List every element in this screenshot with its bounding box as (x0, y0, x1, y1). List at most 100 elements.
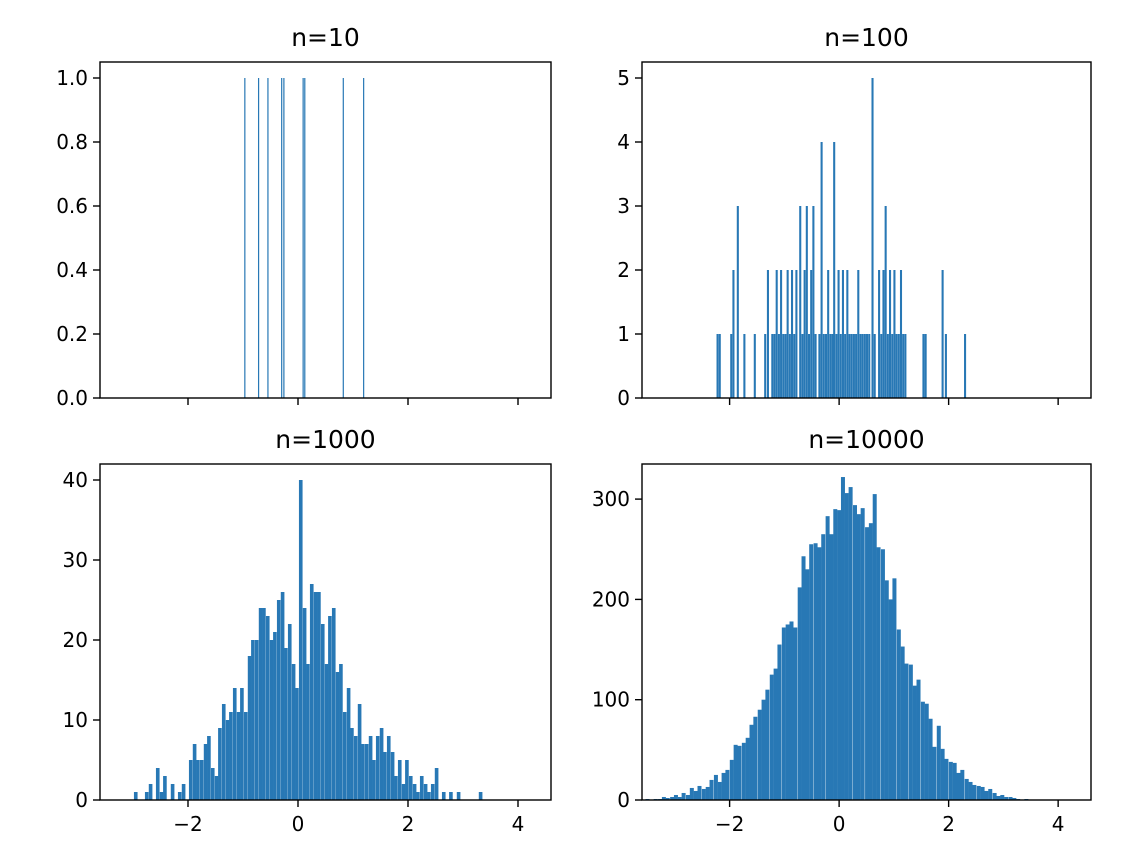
bar-n1000-19 (225, 720, 230, 800)
bar-n100-15 (784, 334, 787, 398)
bar-n10000-85 (984, 790, 989, 800)
bars-n1000 (133, 480, 483, 800)
bar-n1000-72 (419, 776, 424, 800)
bar-n10000-64 (900, 646, 905, 800)
y-tick-label-n10-3: 0.6 (56, 194, 88, 218)
bar-n10000-45 (825, 516, 830, 800)
bar-n10-8 (363, 78, 365, 398)
bar-n100-28 (814, 334, 817, 398)
bar-n10000-5 (665, 797, 670, 800)
bar-n10000-69 (920, 701, 925, 800)
bar-n10000-66 (908, 664, 913, 800)
bar-n100-35 (831, 334, 834, 398)
bar-n100-18 (790, 270, 794, 398)
bar-n100-69 (924, 334, 927, 398)
bar-n1000-49 (335, 672, 340, 800)
bar-n10000-37 (793, 627, 798, 800)
bar-n100-37 (835, 334, 838, 398)
chart-title-n10000: n=10000 (808, 425, 924, 454)
bar-n10000-91 (1008, 796, 1013, 800)
bar-n10000-81 (968, 781, 973, 800)
bar-n100-27 (812, 206, 815, 398)
y-tick-label-n1000-0: 0 (75, 788, 88, 812)
histogram-panel-n100: n=100 0 1 2 3 4 5 (617, 23, 1092, 410)
bar-n100-72 (964, 334, 967, 398)
bar-n1000-45 (320, 624, 325, 800)
bar-n100-30 (820, 142, 823, 398)
bar-n1000-32 (273, 632, 277, 800)
bars-n100 (716, 78, 967, 398)
bar-n1000-28 (258, 608, 263, 800)
y-tick-label-n1000-4: 40 (63, 468, 88, 492)
bar-n10000-30 (765, 689, 770, 800)
bar-n10000-42 (813, 543, 818, 800)
bar-n100-4 (736, 206, 739, 398)
bar-n1000-1 (144, 792, 149, 800)
bar-n1000-22 (236, 712, 241, 800)
bar-n10000-17 (713, 774, 718, 800)
bar-n10000-63 (896, 629, 901, 800)
bar-n100-59 (886, 334, 889, 398)
x-tick-label-n1000-3: 4 (512, 812, 525, 836)
x-tick-label-n1000-1: 0 (292, 812, 305, 836)
bar-n10000-7 (673, 794, 678, 800)
bar-n1000-2 (148, 784, 153, 800)
bar-n100-48 (859, 334, 862, 398)
bar-n100-52 (868, 334, 871, 398)
bar-n100-9 (771, 334, 774, 398)
bar-n10000-29 (761, 699, 766, 800)
bar-n10000-36 (789, 621, 794, 800)
chart-title-n100: n=100 (824, 23, 909, 52)
bar-n10000-19 (721, 772, 726, 800)
x-tick-label-n10000-3: 4 (1052, 812, 1065, 836)
bar-n100-54 (873, 334, 876, 398)
bar-n100-68 (922, 334, 925, 398)
bar-n10000-86 (988, 788, 993, 800)
bar-n10000-71 (928, 718, 933, 800)
y-tick-label-n1000-2: 20 (63, 628, 88, 652)
x-tick-label-n10000-1: 0 (833, 812, 846, 836)
bar-n100-31 (822, 334, 825, 398)
bar-n1000-21 (232, 688, 237, 800)
bar-n1000-56 (361, 744, 365, 800)
bar-n10000-24 (741, 742, 746, 800)
bar-n1000-14 (207, 736, 211, 800)
y-tick-label-n1000-1: 10 (63, 708, 88, 732)
bar-n10000-43 (817, 547, 822, 800)
bar-n1000-42 (309, 584, 314, 800)
bar-n10000-21 (729, 759, 734, 800)
bar-n1000-60 (375, 736, 380, 800)
bar-n1000-62 (383, 752, 387, 800)
bar-n100-8 (766, 270, 769, 398)
bar-n10000-78 (956, 772, 961, 800)
bar-n1000-6 (170, 784, 175, 800)
bar-n10000-77 (952, 762, 957, 800)
bar-n1000-30 (265, 616, 270, 800)
bar-n10000-90 (1004, 796, 1009, 800)
plot-frame-n100 (641, 61, 1092, 399)
bar-n1000-26 (251, 640, 255, 800)
bar-n100-63 (895, 334, 898, 398)
bar-n10000-20 (725, 769, 730, 800)
bars-n10000 (645, 477, 1029, 800)
bar-n1000-64 (390, 752, 395, 800)
bar-n100-47 (857, 270, 860, 398)
bar-n10000-41 (809, 544, 814, 800)
bar-n10000-79 (960, 769, 965, 800)
y-tick-label-n10-0: 0.0 (56, 386, 88, 410)
bar-n10-5 (302, 78, 304, 398)
bar-n100-70 (941, 270, 944, 398)
bar-n100-43 (848, 334, 851, 398)
bar-n100-17 (788, 334, 791, 398)
bar-n10000-13 (697, 785, 702, 800)
bar-n100-26 (810, 270, 813, 398)
bar-n10000-53 (856, 514, 861, 800)
bar-n10000-50 (844, 493, 849, 800)
y-tick-label-n10000-2: 200 (592, 587, 630, 611)
bar-n10000-87 (992, 792, 997, 800)
bar-n1000-79 (456, 792, 461, 800)
bar-n1000-71 (416, 792, 420, 800)
bar-n10000-75 (944, 758, 949, 800)
y-tick-label-n10000-1: 100 (592, 688, 630, 712)
bar-n10000-26 (749, 724, 754, 800)
